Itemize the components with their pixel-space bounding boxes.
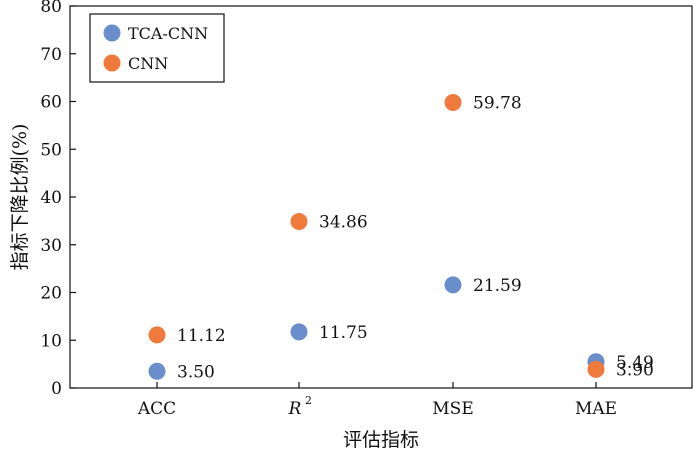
data-points: 3.50 11.75 21.59 5.49 11.12 34.86 59.78 3.90 bbox=[148, 94, 654, 382]
x-tick-label: ACC bbox=[137, 399, 176, 419]
legend-marker bbox=[103, 24, 121, 42]
y-tick-label: 20 bbox=[40, 284, 62, 304]
data-point bbox=[587, 360, 605, 378]
data-label: 21.59 bbox=[473, 276, 522, 296]
data-label: 5.49 bbox=[616, 353, 654, 373]
data-label: 3.50 bbox=[177, 362, 215, 382]
data-label: 59.78 bbox=[473, 94, 522, 114]
data-label: 11.12 bbox=[177, 326, 226, 346]
data-label: 34.86 bbox=[319, 213, 368, 233]
data-point bbox=[148, 326, 166, 344]
y-tick-label: 70 bbox=[40, 45, 62, 65]
x-tick-label: MAE bbox=[575, 399, 617, 419]
data-point bbox=[290, 213, 308, 231]
legend-label: CNN bbox=[128, 54, 168, 73]
y-tick-label: 50 bbox=[40, 140, 62, 160]
y-tick-label: 40 bbox=[40, 188, 62, 208]
legend: TCA-CNN CNN bbox=[89, 13, 225, 83]
y-axis-title: 指标下降比例(%) bbox=[9, 124, 31, 271]
y-tick-label: 60 bbox=[40, 93, 62, 113]
y-tick-label: 0 bbox=[51, 379, 62, 399]
x-tick-label: R bbox=[288, 399, 302, 419]
x-tick-superscript: 2 bbox=[305, 394, 312, 407]
y-tick-label: 10 bbox=[40, 331, 62, 351]
data-point bbox=[444, 94, 462, 112]
data-label: 3.90 bbox=[616, 360, 654, 380]
data-label: 11.75 bbox=[319, 323, 368, 343]
y-tick-label: 80 bbox=[40, 0, 62, 17]
x-axis-title: 评估指标 bbox=[343, 429, 419, 451]
data-point bbox=[148, 362, 166, 380]
x-axis: ACC R 2 MSE MAE bbox=[137, 382, 617, 419]
x-tick-label: MSE bbox=[432, 399, 473, 419]
data-point bbox=[290, 323, 308, 341]
y-tick-label: 30 bbox=[40, 236, 62, 256]
legend-label: TCA-CNN bbox=[128, 24, 208, 43]
legend-marker bbox=[103, 54, 121, 72]
data-point bbox=[444, 276, 462, 294]
y-axis: 0 10 20 30 40 50 60 70 80 bbox=[40, 0, 76, 399]
